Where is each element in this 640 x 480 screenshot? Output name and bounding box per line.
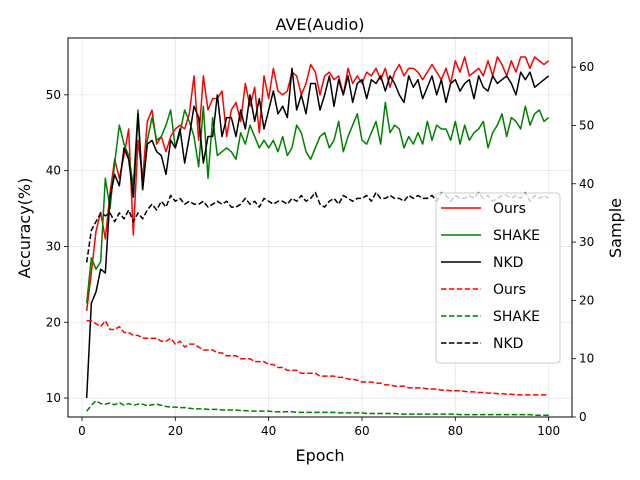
x-axis-ticks: 0 20 40 60 80 100 <box>78 417 560 438</box>
legend-label: NKD <box>493 255 523 271</box>
series-line-shake-dashed <box>86 399 549 416</box>
x-tick-label: 80 <box>448 424 463 438</box>
y-right-tick-label: 50 <box>579 118 594 132</box>
y-tick-label: 20 <box>46 315 61 329</box>
legend-label: SHAKE <box>493 228 540 244</box>
chart-title: AVE(Audio) <box>276 15 365 34</box>
x-tick-label: 0 <box>78 424 86 438</box>
y-tick-label: 40 <box>46 164 61 178</box>
y-tick-label: 50 <box>46 88 61 102</box>
legend-label: NKD <box>493 336 523 352</box>
legend-label: Ours <box>493 201 526 217</box>
series-line-shake-solid <box>85 101 550 304</box>
x-tick-label: 100 <box>537 424 560 438</box>
series-line-ours-solid <box>85 56 550 311</box>
y-tick-label: 10 <box>46 391 61 405</box>
x-tick-label: 40 <box>261 424 276 438</box>
series-line-nkd-solid <box>85 67 550 399</box>
y-right-tick-label: 40 <box>579 177 594 191</box>
x-tick-label: 20 <box>168 424 183 438</box>
legend-label: Ours <box>493 282 526 298</box>
legend: Ours SHAKE NKD Ours SHAKE NKD <box>435 192 561 364</box>
y-tick-label: 30 <box>46 239 61 253</box>
x-tick-label: 60 <box>354 424 369 438</box>
y-right-tick-label: 60 <box>579 60 594 74</box>
series-layer <box>85 56 550 416</box>
x-axis-title: Epoch <box>296 446 345 465</box>
legend-label: SHAKE <box>493 309 540 325</box>
y-axis-right-ticks: 0 10 20 30 40 50 60 <box>572 60 594 424</box>
y-axis-ticks: 10 20 30 40 50 <box>46 88 68 405</box>
y-right-tick-label: 20 <box>579 293 594 307</box>
y-right-tick-label: 10 <box>579 352 594 366</box>
plot-frame <box>67 37 573 418</box>
y-right-tick-label: 0 <box>579 410 587 424</box>
y-axis-right-title: Sample <box>606 198 625 258</box>
y-right-tick-label: 30 <box>579 235 594 249</box>
series-line-ours-dashed <box>86 320 549 396</box>
y-axis-title: Accuracy(%) <box>15 178 34 279</box>
